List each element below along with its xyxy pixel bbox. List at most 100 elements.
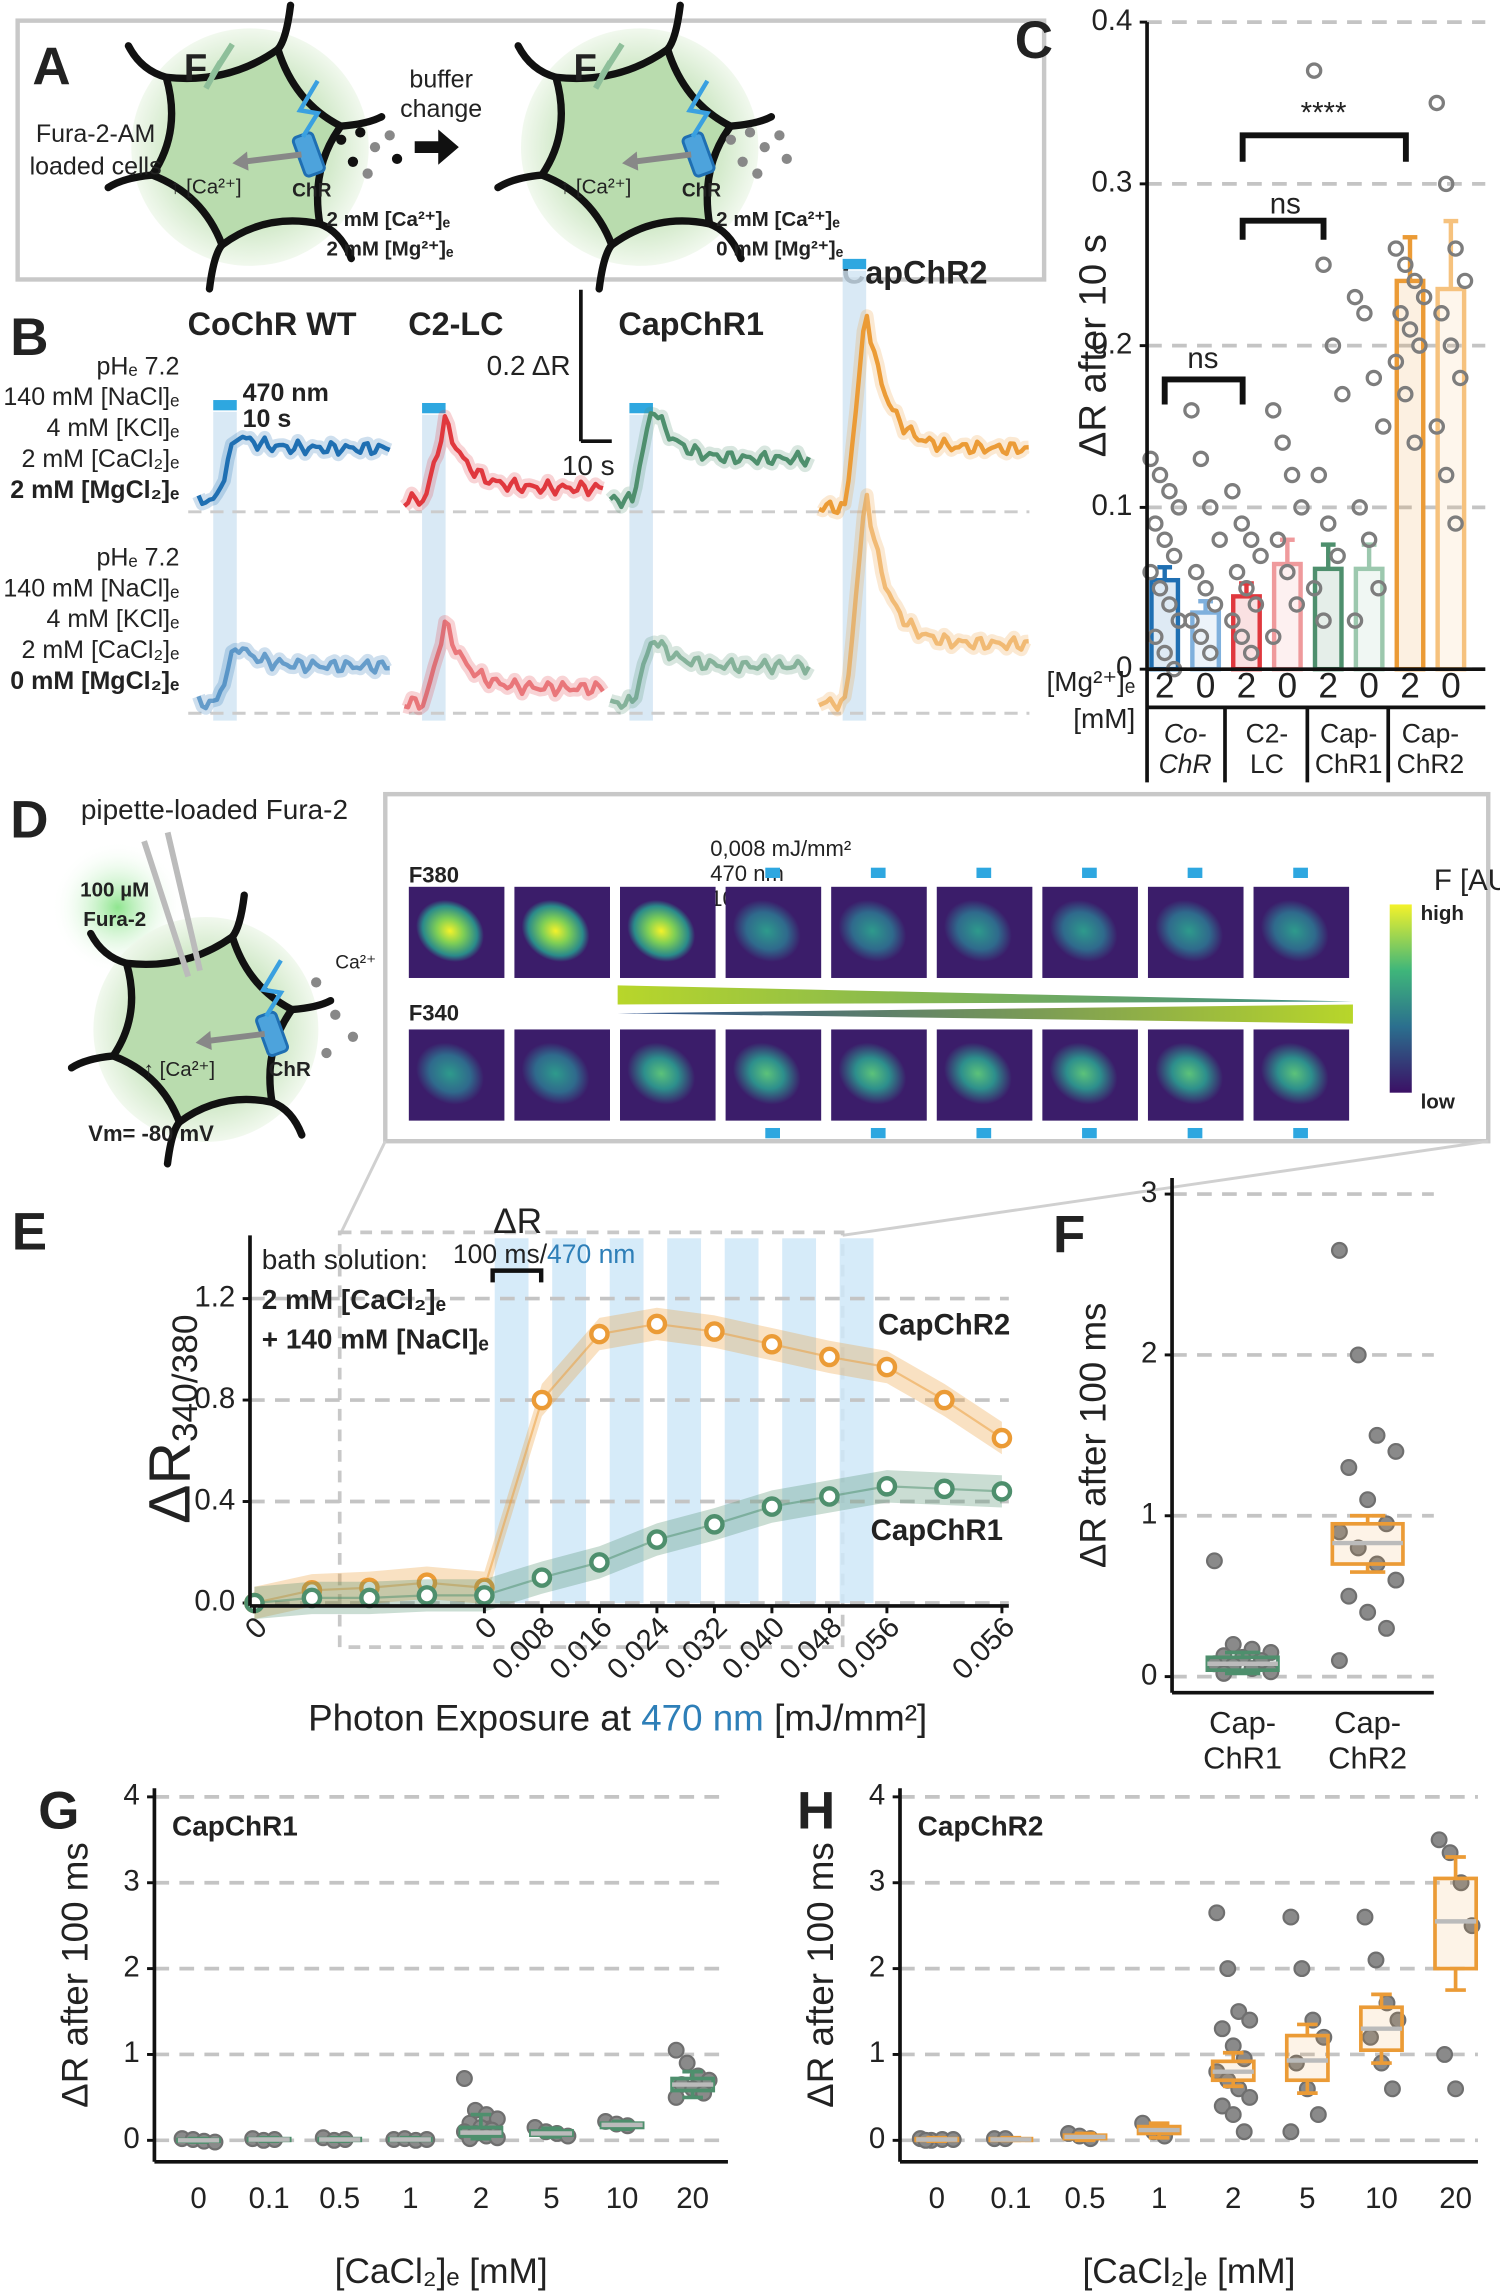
data-point (876, 1476, 898, 1497)
data-point (1252, 547, 1269, 565)
y-tick-label: 4 (123, 1779, 139, 1812)
group-label: ChR2 (1397, 749, 1465, 779)
light-bolt (296, 79, 322, 138)
condition-label: pHₑ 7.2 (96, 543, 179, 571)
data-point (1224, 2106, 1242, 2124)
bath-label: bath solution: (262, 1244, 428, 1275)
condition-label: 2 mM [MgCl₂]ₑ (10, 476, 179, 504)
data-point (1378, 1619, 1395, 1637)
dendrite (67, 1052, 117, 1072)
group-label: Co- (1164, 718, 1207, 748)
pulse-label: 100 ms/470 nm (453, 1239, 635, 1269)
data-point (1367, 1951, 1385, 1969)
condition-label: 0 mM [MgCl₂]ₑ (10, 667, 179, 695)
ion-label: 2 mM [Ca²⁺]ₑ (716, 208, 840, 231)
data-point (1356, 305, 1373, 322)
group-label: ChR (1159, 749, 1212, 779)
bar (1271, 561, 1303, 672)
x-tick-label: 10 (606, 2182, 639, 2215)
x-tick-label: 0.1 (249, 2182, 290, 2215)
data-point (1156, 531, 1173, 548)
condition-label: pHₑ 7.2 (96, 352, 179, 380)
cell-image (838, 899, 907, 962)
data-point (1415, 288, 1433, 306)
ion-label: 2 mM [Mg²⁺]ₑ (326, 237, 453, 260)
data-point (1247, 596, 1265, 613)
data-point (1283, 466, 1301, 484)
data-point (1360, 531, 1378, 548)
row-label: F340 (409, 1001, 459, 1026)
dye-label: Fura-2 (83, 908, 146, 931)
data-point (1437, 466, 1455, 484)
stimulus-bar (629, 402, 653, 414)
ion-label: 0 mM [Mg²⁺]ₑ (716, 237, 843, 260)
significance-label: **** (1301, 97, 1347, 130)
x-tick-label: 2 (1155, 667, 1175, 706)
ion-dot (330, 1009, 341, 1020)
data-point (1151, 580, 1169, 597)
ratio-wedge (617, 1004, 1353, 1024)
condition-label: 2 mM [CaCl₂]ₑ (22, 636, 180, 664)
data-point (704, 1514, 725, 1535)
data-point (1165, 547, 1183, 565)
bath-label: + 140 mM [NaCl]ₑ (262, 1324, 489, 1355)
x-tick-label: Cap- (1334, 1705, 1401, 1740)
x-tick-label: 0 (1441, 667, 1461, 706)
x-tick-label: 20 (676, 2182, 709, 2215)
fluorescence-bolt (203, 42, 235, 90)
data-point (1374, 418, 1392, 435)
stimulus-label: 10 s (243, 405, 292, 433)
trace (608, 411, 811, 510)
series-label: CapChR1 (871, 1514, 1003, 1547)
data-point (1447, 515, 1464, 532)
data-point (1346, 288, 1364, 306)
data-point (1183, 612, 1200, 629)
data-point (1349, 1346, 1367, 1364)
dendrite (163, 1118, 184, 1168)
trace (609, 639, 811, 710)
data-point (1436, 2046, 1454, 2063)
x-tick-label: 5 (543, 2182, 559, 2215)
x-axis-label-part: 470 nm (641, 1697, 764, 1738)
data-point (531, 1389, 553, 1411)
condition-label: 4 mM [KCl]ₑ (46, 414, 179, 442)
panel-letter: D (10, 791, 48, 850)
data-point (761, 1333, 783, 1355)
data-point (1433, 305, 1450, 322)
cell-image (1049, 899, 1118, 962)
y-tick-label: 2 (869, 1950, 885, 1983)
data-point (1238, 580, 1255, 597)
panel-letter: A (32, 38, 70, 97)
cells-label: loaded cells (30, 152, 162, 180)
data-point (1156, 644, 1173, 662)
data-point (678, 2054, 696, 2072)
y-tick-label: 0.2 (1091, 327, 1132, 360)
dendrite (205, 241, 226, 293)
x-tick-label: 0 (929, 2182, 945, 2215)
construct-label: C2-LC (408, 306, 503, 342)
stimulus-marker (1082, 1127, 1097, 1139)
data-point (1241, 2088, 1259, 2106)
box (1284, 2033, 1330, 2083)
data-point (1282, 2123, 1300, 2141)
panel-letter: H (797, 1782, 835, 1841)
y-tick-label: 1 (869, 2036, 885, 2069)
y-tick-label: 0 (123, 2122, 139, 2155)
dendrite (705, 220, 745, 263)
data-point (991, 1481, 1013, 1502)
cell-image (521, 899, 590, 962)
cell-image (944, 899, 1012, 962)
zoom-line (842, 1139, 1489, 1237)
y-axis-label-part: ΔR (137, 1442, 202, 1524)
data-point (1359, 1491, 1377, 1509)
fluorescence-label: F (184, 47, 207, 90)
y-tick-label: 0.0 (194, 1585, 235, 1618)
data-point (1142, 563, 1159, 581)
condition-label: 2 mM [CaCl₂]ₑ (22, 445, 180, 473)
panel-letter: F (1053, 1205, 1085, 1264)
group-label: ChR1 (1315, 749, 1383, 779)
ion-dot (384, 130, 395, 141)
data-point (1293, 1960, 1311, 1978)
series-band (254, 1307, 1002, 1620)
